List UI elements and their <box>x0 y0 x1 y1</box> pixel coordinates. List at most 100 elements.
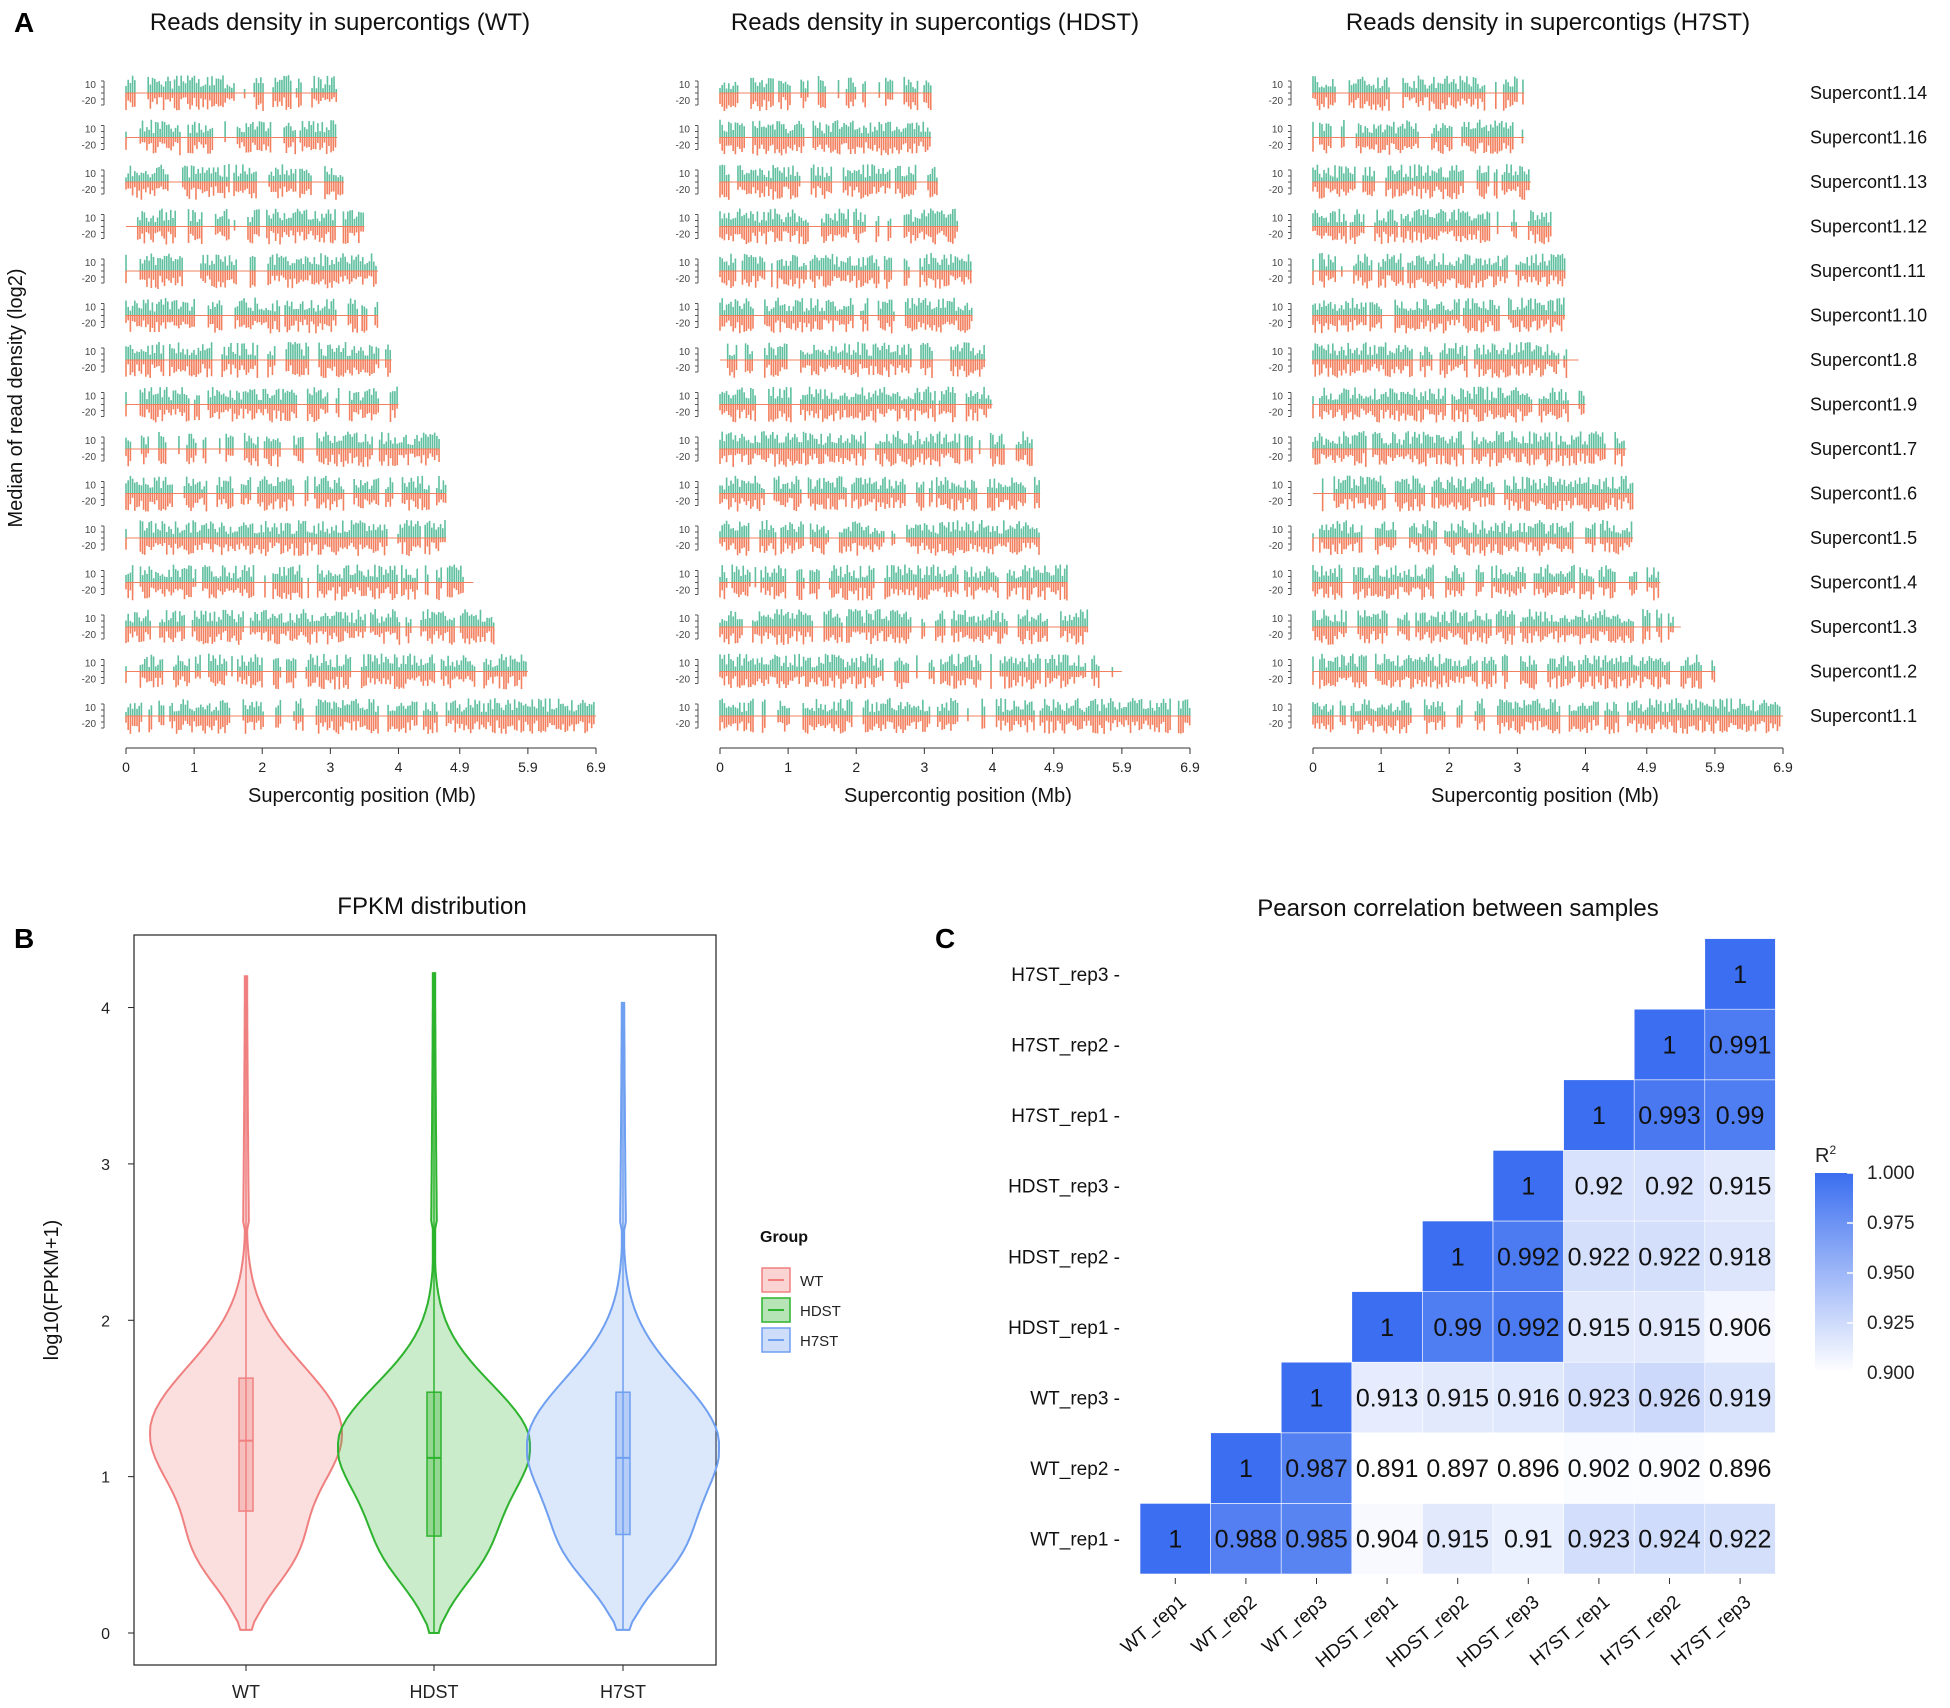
track-upper-series <box>125 342 392 360</box>
track-panel-0: 10 -20 10 -20 10 -20 10 -20 10 -20 10 -20 10 -20 10 -20… <box>82 75 606 775</box>
track-upper-series <box>719 164 938 182</box>
track-upper-series <box>125 520 446 538</box>
track-tick-label: -20 <box>82 452 97 463</box>
track-tick-label: -20 <box>82 541 97 552</box>
track-lower-series <box>125 493 447 512</box>
track-tick-label: 10 <box>679 347 691 358</box>
track-tick-label: -20 <box>676 274 691 285</box>
track-tick-label: -20 <box>82 497 97 508</box>
track-tick-label: 10 <box>679 80 691 91</box>
track-lower-series <box>125 182 344 200</box>
track-tick-label: -20 <box>82 408 97 419</box>
track-tick-label: 10 <box>85 169 97 180</box>
panel-letter-a: A <box>14 7 34 38</box>
track-lower-series <box>125 449 440 467</box>
track-tick-label: -20 <box>82 363 97 374</box>
track-tick-label: 10 <box>85 436 97 447</box>
track-x-tick-label: 6.9 <box>586 759 606 775</box>
track-tick-label: 10 <box>85 525 97 536</box>
panel-a-track-plots: Reads density in supercontigs (WT) Reads… <box>5 9 1927 807</box>
track-tick-label: -20 <box>676 230 691 241</box>
track-tick-label: 10 <box>85 258 97 269</box>
track-upper-series <box>719 253 972 271</box>
track-lower-series <box>125 716 595 734</box>
track-upper-series <box>125 564 464 583</box>
track-lower-series <box>726 360 985 378</box>
track-title-h7st: Reads density in supercontigs (H7ST) <box>1346 9 1750 36</box>
track-lower-series <box>125 671 527 690</box>
track-upper-series <box>125 475 447 494</box>
track-tick-label: -20 <box>82 141 97 152</box>
track-title-hdst: Reads density in supercontigs (HDST) <box>731 9 1139 36</box>
panel-letter-b: B <box>14 923 34 954</box>
track-title-wt: Reads density in supercontigs (WT) <box>150 9 530 36</box>
track-lower-series <box>719 404 992 423</box>
track-tick-label: 10 <box>679 258 691 269</box>
track-tick-label: 10 <box>85 659 97 670</box>
track-upper-series <box>125 119 337 138</box>
track-upper-series <box>125 698 595 716</box>
track-upper-series <box>125 609 495 627</box>
track-x-tick-label: 4 <box>395 759 403 775</box>
track-tick-label: 10 <box>679 392 691 403</box>
track-tick-label: 10 <box>85 392 97 403</box>
track-tick-label: -20 <box>82 630 97 641</box>
track-lower-series <box>719 315 973 334</box>
track-lower-series <box>136 226 365 245</box>
track-tick-label: -20 <box>82 96 97 107</box>
track-tick-label: 10 <box>679 169 691 180</box>
track-tick-label: -20 <box>676 96 691 107</box>
track-upper-series <box>125 164 344 182</box>
track-tick-label: -20 <box>676 408 691 419</box>
track-panel-1: 10 -20 10 -20 10 -20 10 -20 10 -20 10 -20 10 -20 10 -20… <box>676 75 1200 775</box>
track-lower-series <box>125 315 379 334</box>
track-tick-label: 10 <box>85 347 97 358</box>
track-tick-label: 10 <box>85 125 97 136</box>
track-upper-series <box>125 75 338 93</box>
track-lower-series <box>719 182 938 200</box>
track-lower-series <box>719 93 932 111</box>
track-lower-series <box>719 137 931 156</box>
track-tick-label: -20 <box>82 675 97 686</box>
track-lower-series <box>125 360 392 378</box>
track-tick-label: 10 <box>679 303 691 314</box>
track-tick-label: -20 <box>82 230 97 241</box>
track-tick-label: -20 <box>676 319 691 330</box>
track-lower-series <box>125 404 398 423</box>
panel-letter-c: C <box>935 923 955 954</box>
track-x-axis-label-h7st: Supercontig position (Mb) <box>1431 785 1659 807</box>
track-upper-series <box>125 386 398 405</box>
track-tick-label: 10 <box>679 125 691 136</box>
track-upper-series <box>719 386 992 405</box>
track-tick-label: -20 <box>82 586 97 597</box>
track-tick-label: -20 <box>676 185 691 196</box>
track-tick-label: -20 <box>676 141 691 152</box>
track-upper-series <box>125 253 377 271</box>
track-lower-series <box>125 93 338 111</box>
track-tick-label: 10 <box>85 481 97 492</box>
track-upper-series <box>125 431 440 449</box>
track-upper-series <box>719 297 973 316</box>
track-lower-series <box>719 271 972 289</box>
track-x-tick-label: 1 <box>190 759 198 775</box>
track-tick-label: 10 <box>85 703 97 714</box>
track-lower-series <box>125 627 495 645</box>
track-upper-series <box>125 297 379 316</box>
track-upper-series <box>719 119 931 138</box>
track-lower-series <box>125 538 446 556</box>
track-tick-label: 10 <box>85 614 97 625</box>
track-lower-series <box>719 226 959 245</box>
track-x-tick-label: 3 <box>326 759 334 775</box>
track-tick-label: 10 <box>85 80 97 91</box>
track-upper-series <box>719 208 959 227</box>
track-y-axis-label: Median of read density (log2) <box>5 268 27 527</box>
track-tick-label: -20 <box>82 319 97 330</box>
track-upper-series <box>125 653 527 672</box>
track-tick-label: 10 <box>679 214 691 225</box>
track-x-tick-label: 5.9 <box>518 759 538 775</box>
track-x-axis-label-hdst: Supercontig position (Mb) <box>844 785 1072 807</box>
track-upper-series <box>726 342 985 360</box>
track-upper-series <box>719 75 932 93</box>
